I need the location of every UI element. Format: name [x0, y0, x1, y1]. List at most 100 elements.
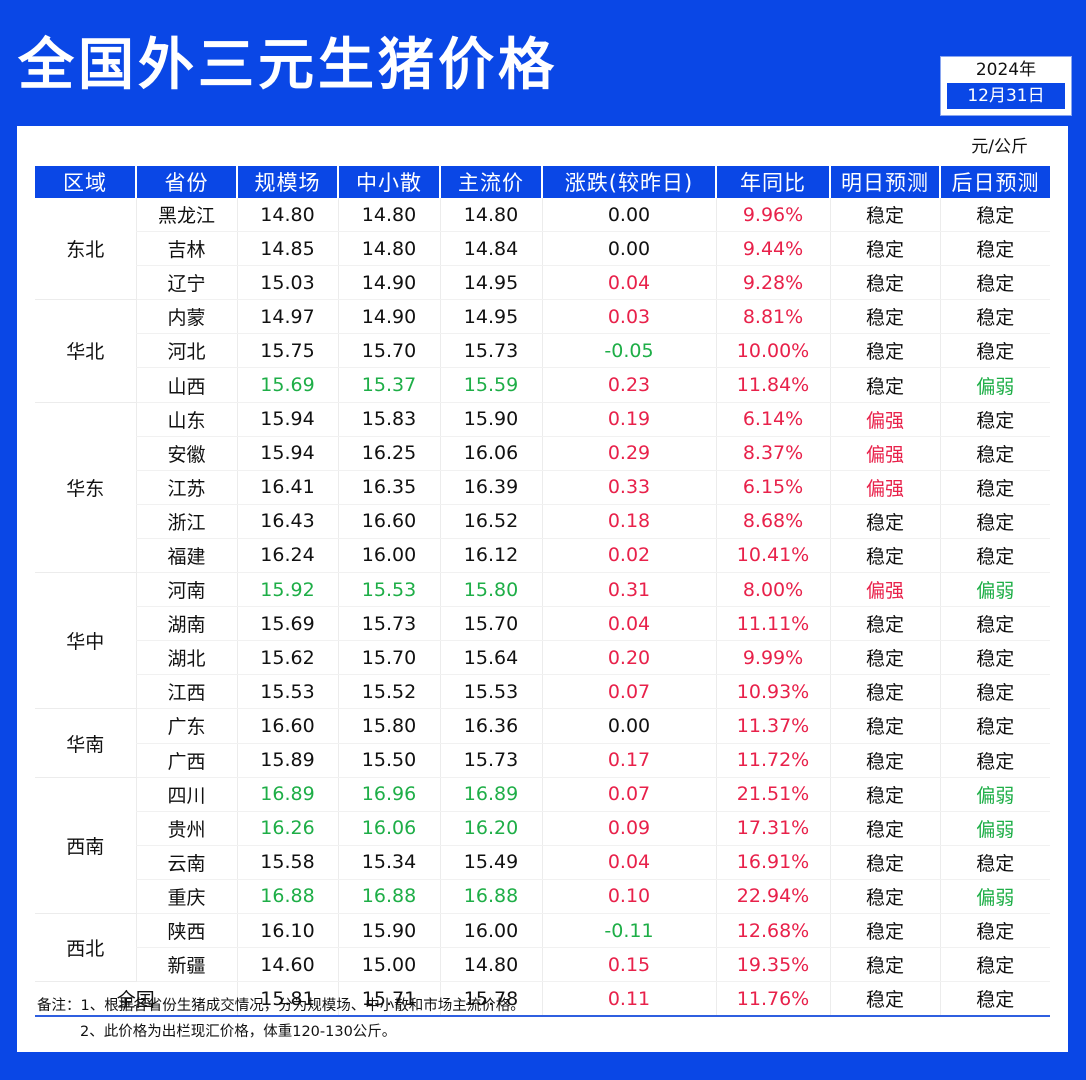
cell-main-price: 14.80 [439, 947, 542, 983]
cell-main-price: 15.90 [439, 402, 542, 437]
region-cell: 东北 [35, 198, 136, 301]
cell-main-price: 15.73 [439, 743, 542, 778]
cell-main-price: 16.52 [439, 504, 542, 539]
cell-day-after: 偏弱 [939, 811, 1050, 846]
header-small-farm: 中小散 [337, 166, 440, 198]
cell-change: 0.20 [541, 640, 716, 676]
cell-day-after: 稳定 [939, 845, 1050, 880]
cell-tomorrow: 稳定 [829, 674, 940, 710]
cell-large-farm: 16.24 [236, 538, 338, 574]
cell-yoy: 10.00% [715, 333, 830, 369]
cell-change: 0.02 [541, 538, 716, 574]
table-row: 山西 15.69 15.37 15.59 0.23 11.84% 稳定 偏弱 [35, 367, 1050, 403]
cell-main-price: 14.84 [439, 231, 542, 267]
cell-change: 0.07 [541, 674, 716, 710]
cell-yoy: 17.31% [715, 811, 830, 846]
cell-tomorrow: 稳定 [829, 367, 940, 403]
cell-yoy: 8.00% [715, 572, 830, 608]
header-tomorrow: 明日预测 [829, 166, 940, 198]
cell-province: 江苏 [135, 470, 237, 505]
cell-change: 0.33 [541, 470, 716, 505]
cell-large-farm: 15.69 [236, 606, 338, 642]
cell-small-farm: 15.70 [337, 640, 440, 676]
cell-province: 山西 [135, 367, 237, 403]
cell-day-after: 偏弱 [939, 777, 1050, 812]
cell-large-farm: 15.58 [236, 845, 338, 880]
table-row: 贵州 16.26 16.06 16.20 0.09 17.31% 稳定 偏弱 [35, 811, 1050, 846]
date-day: 12月31日 [947, 83, 1065, 109]
cell-day-after: 稳定 [939, 198, 1050, 233]
cell-small-farm: 16.60 [337, 504, 440, 539]
cell-main-price: 15.78 [439, 981, 542, 1018]
cell-day-after: 稳定 [939, 743, 1050, 778]
note-line-1: 备注：1、根据各省份生猪成交情况，分为规模场、中小散和市场主流价格。 [37, 998, 525, 1014]
cell-yoy: 19.35% [715, 947, 830, 983]
cell-large-farm: 15.75 [236, 333, 338, 369]
cell-change: 0.04 [541, 845, 716, 880]
cell-day-after: 稳定 [939, 947, 1050, 983]
cell-large-farm: 15.94 [236, 436, 338, 471]
cell-small-farm: 15.00 [337, 947, 440, 983]
cell-yoy: 8.37% [715, 436, 830, 471]
cell-yoy: 10.93% [715, 674, 830, 710]
region-cell: 华东 [35, 402, 136, 574]
cell-day-after: 稳定 [939, 913, 1050, 949]
table-row: 新疆 14.60 15.00 14.80 0.15 19.35% 稳定 稳定 [35, 947, 1050, 983]
table-row: 华北 内蒙 14.97 14.90 14.95 0.03 8.81% 稳定 稳定 [35, 299, 1050, 403]
unit-label: 元/公斤 [971, 137, 1028, 157]
cell-day-after: 稳定 [939, 674, 1050, 710]
cell-main-price: 16.20 [439, 811, 542, 846]
cell-province: 陕西 [135, 913, 237, 949]
cell-day-after: 稳定 [939, 504, 1050, 539]
cell-tomorrow: 偏强 [829, 572, 940, 608]
cell-large-farm: 15.62 [236, 640, 338, 676]
cell-small-farm: 15.71 [337, 981, 440, 1018]
cell-small-farm: 16.00 [337, 538, 440, 574]
cell-large-farm: 15.69 [236, 367, 338, 403]
cell-main-price: 15.53 [439, 674, 542, 710]
cell-large-farm: 14.85 [236, 231, 338, 267]
cell-day-after: 稳定 [939, 299, 1050, 335]
table-row: 重庆 16.88 16.88 16.88 0.10 22.94% 稳定 偏弱 [35, 879, 1050, 914]
cell-yoy: 8.81% [715, 299, 830, 335]
cell-change: 0.09 [541, 811, 716, 846]
cell-yoy: 12.68% [715, 913, 830, 949]
cell-large-farm: 14.97 [236, 299, 338, 335]
table-row: 云南 15.58 15.34 15.49 0.04 16.91% 稳定 稳定 [35, 845, 1050, 880]
cell-day-after: 稳定 [939, 708, 1050, 744]
cell-tomorrow: 稳定 [829, 606, 940, 642]
cell-yoy: 8.68% [715, 504, 830, 539]
cell-yoy: 9.99% [715, 640, 830, 676]
cell-yoy: 6.14% [715, 402, 830, 437]
cell-day-after: 稳定 [939, 640, 1050, 676]
cell-tomorrow: 稳定 [829, 504, 940, 539]
cell-change: 0.04 [541, 606, 716, 642]
cell-large-farm: 16.88 [236, 879, 338, 914]
cell-tomorrow: 稳定 [829, 299, 940, 335]
table-row: 辽宁 15.03 14.90 14.95 0.04 9.28% 稳定 稳定 [35, 265, 1050, 301]
cell-day-after: 稳定 [939, 231, 1050, 267]
cell-province: 安徽 [135, 436, 237, 471]
cell-large-farm: 15.94 [236, 402, 338, 437]
cell-small-farm: 16.35 [337, 470, 440, 505]
cell-yoy: 6.15% [715, 470, 830, 505]
cell-large-farm: 15.53 [236, 674, 338, 710]
price-table: 区域 省份 规模场 中小散 主流价 涨跌(较昨日) 年同比 明日预测 后日预测 … [35, 166, 1050, 1018]
cell-main-price: 16.39 [439, 470, 542, 505]
cell-small-farm: 15.50 [337, 743, 440, 778]
cell-small-farm: 14.90 [337, 265, 440, 301]
cell-large-farm: 15.92 [236, 572, 338, 608]
cell-tomorrow: 稳定 [829, 777, 940, 812]
cell-change: 0.11 [541, 981, 716, 1018]
cell-province: 湖南 [135, 606, 237, 642]
table-row: 吉林 14.85 14.80 14.84 0.00 9.44% 稳定 稳定 [35, 231, 1050, 267]
table-row: 西南 四川 16.89 16.96 16.89 0.07 21.51% 稳定 偏弱 [35, 777, 1050, 914]
cell-tomorrow: 稳定 [829, 811, 940, 846]
cell-main-price: 16.12 [439, 538, 542, 574]
cell-province: 山东 [135, 402, 237, 437]
cell-province: 广东 [135, 708, 237, 744]
region-cell: 西北 [35, 913, 136, 983]
cell-small-farm: 15.37 [337, 367, 440, 403]
header-yoy: 年同比 [715, 166, 830, 198]
cell-large-farm: 16.41 [236, 470, 338, 505]
